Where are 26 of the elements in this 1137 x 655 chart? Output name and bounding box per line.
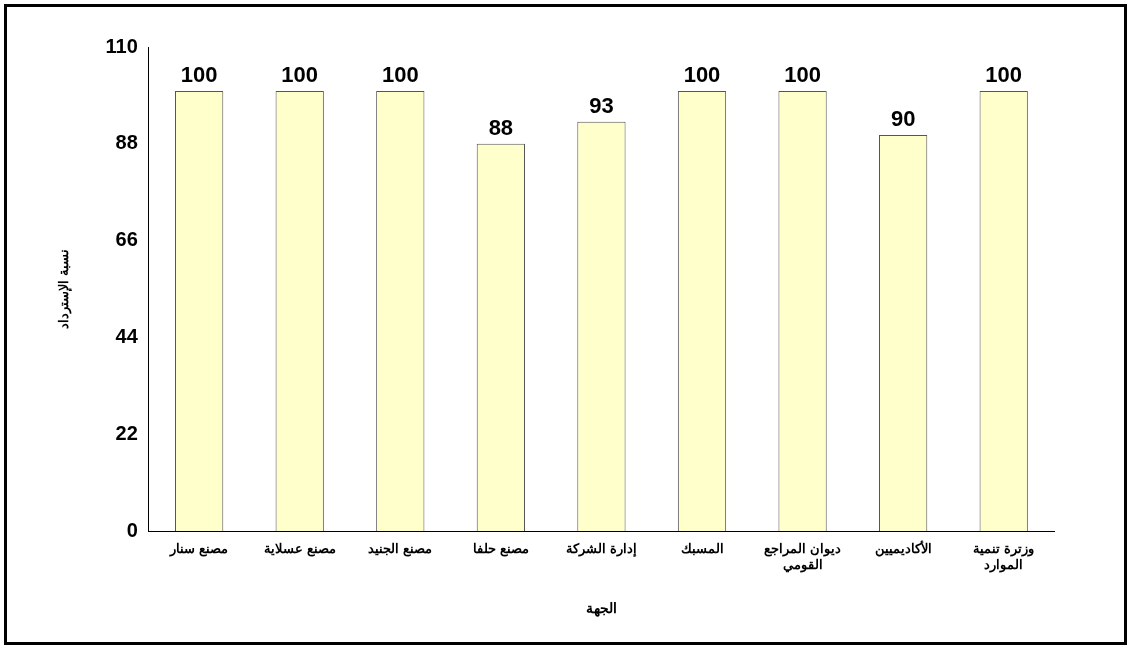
x-tick-label: إدارة الشركة	[566, 541, 637, 558]
data-label: 88	[488, 114, 514, 140]
x-tick-label: مصنع سنار	[169, 541, 228, 558]
y-tick-label: 66	[115, 228, 138, 251]
data-label: 100	[784, 62, 821, 88]
y-tick-label: 44	[115, 324, 139, 347]
x-tick-label: مصنع حلفا	[473, 541, 529, 558]
x-tick-label: الأكاديميين	[874, 540, 932, 558]
y-tick-label: 0	[126, 518, 138, 541]
data-label: 100	[381, 62, 419, 88]
y-axis-title: نسبة الإسترداد	[56, 249, 73, 329]
y-tick-label: 88	[115, 131, 138, 154]
data-label: 93	[589, 92, 614, 118]
y-tick-label: 110	[105, 34, 138, 57]
x-axis-title: الجهة	[585, 600, 617, 618]
x-tick-label: المسبك	[680, 541, 724, 557]
data-label: 100	[180, 62, 218, 88]
data-label: 100	[683, 62, 721, 88]
x-tick-label: مصنع عسلاية	[263, 541, 336, 558]
x-tick-label: وزترة تنمية الموارد	[973, 541, 1035, 573]
data-label: 100	[281, 62, 319, 88]
data-label: 90	[890, 106, 916, 132]
x-tick-label: مصنع الجنيد	[368, 541, 433, 558]
y-tick-label: 22	[115, 421, 138, 444]
data-label: 100	[985, 62, 1023, 88]
x-tick-label: ديوان المراجع القومي	[764, 541, 841, 573]
